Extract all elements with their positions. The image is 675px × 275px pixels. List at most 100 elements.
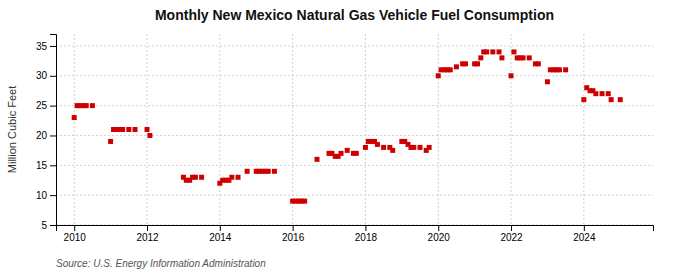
- point: [593, 91, 598, 96]
- point: [581, 97, 586, 102]
- y-grid-line: [56, 45, 653, 46]
- point: [375, 142, 380, 147]
- x-axis: 2010 2012 2014 2016 2018 2020 2022 2024: [57, 225, 654, 243]
- point: [132, 127, 137, 132]
- x-tick-mark: [511, 225, 512, 231]
- y-axis-line: [50, 35, 57, 226]
- y-tick-label: 30: [36, 70, 48, 81]
- x-tick-mark: [584, 225, 585, 231]
- y-grid-line: [56, 165, 653, 166]
- x-grid-line: [583, 34, 584, 225]
- point: [484, 49, 489, 54]
- x-tick: 2016: [282, 225, 305, 243]
- point: [563, 67, 568, 72]
- point: [609, 97, 614, 102]
- point: [108, 139, 113, 144]
- y-tick-label: 5: [41, 220, 47, 231]
- point: [490, 49, 495, 54]
- points: [72, 49, 623, 203]
- point: [266, 169, 271, 174]
- x-tick-label: 2022: [500, 232, 523, 243]
- y-grid-line: [56, 195, 653, 196]
- source: Source: U.S. Energy Information Administ…: [56, 258, 266, 269]
- point: [72, 115, 77, 120]
- point: [199, 175, 204, 180]
- plot: 2010 2012 2014 2016 2018 2020 2022 2024 5 10 15 20 2…: [36, 34, 654, 243]
- y-tick: 35: [36, 41, 56, 52]
- point: [272, 169, 277, 174]
- x-tick-mark: [365, 225, 366, 231]
- point: [606, 91, 611, 96]
- point: [454, 64, 459, 69]
- grid: [56, 34, 653, 225]
- y-grid-line: [56, 135, 653, 136]
- y-tick-mark: [50, 225, 56, 226]
- x-tick-label: 2016: [282, 232, 305, 243]
- x-grid-line: [438, 34, 439, 225]
- x-tick-label: 2018: [355, 232, 378, 243]
- point: [354, 151, 359, 156]
- x-tick: 2024: [573, 225, 596, 243]
- y-tick: 20: [36, 130, 56, 141]
- point: [618, 97, 623, 102]
- point: [345, 148, 350, 153]
- x-grid-line: [219, 34, 220, 225]
- x-tick-mark: [220, 225, 221, 231]
- x-tick-label: 2012: [136, 232, 159, 243]
- point: [236, 175, 241, 180]
- y-tick: 10: [36, 190, 56, 201]
- x-tick-mark: [438, 225, 439, 231]
- point: [497, 49, 502, 54]
- x-tick-mark: [74, 225, 75, 231]
- point: [229, 175, 234, 180]
- x-tick: 2014: [209, 225, 232, 243]
- y-tick-mark: [50, 46, 56, 47]
- point: [463, 61, 468, 66]
- point: [145, 127, 150, 132]
- y-tick: 5: [41, 220, 56, 231]
- y-tick-mark: [50, 106, 56, 107]
- y-tick-mark: [50, 165, 56, 166]
- y-tick-label: 35: [36, 41, 48, 52]
- point: [521, 55, 526, 60]
- y-tick-label: 20: [36, 130, 48, 141]
- point: [390, 148, 395, 153]
- x-grid-line: [74, 34, 75, 225]
- point: [363, 145, 368, 150]
- x-tick: 2012: [136, 225, 159, 243]
- point: [527, 55, 532, 60]
- point: [339, 151, 344, 156]
- y-tick-label: 25: [36, 100, 48, 111]
- y-axis-title: Million Cubic Feet: [6, 86, 18, 173]
- point: [90, 103, 95, 108]
- point: [545, 79, 550, 84]
- point: [536, 61, 541, 66]
- point: [511, 49, 516, 54]
- x-tick: 2010: [64, 225, 87, 243]
- point: [126, 127, 131, 132]
- y-tick-mark: [50, 76, 56, 77]
- x-tick: 2022: [500, 225, 523, 243]
- point: [478, 55, 483, 60]
- y-tick-mark: [50, 135, 56, 136]
- point: [475, 61, 480, 66]
- y-tick: 15: [36, 160, 56, 171]
- point: [245, 169, 250, 174]
- y-tick: 30: [36, 70, 56, 81]
- point: [418, 145, 423, 150]
- x-tick-label: 2020: [428, 232, 451, 243]
- y-tick-label: 10: [36, 190, 48, 201]
- point: [120, 127, 125, 132]
- point: [381, 145, 386, 150]
- y-grid-line: [56, 75, 653, 76]
- x-tick-label: 2010: [64, 232, 87, 243]
- point: [147, 133, 152, 138]
- y-tick-label: 15: [36, 160, 48, 171]
- y-tick-mark: [50, 195, 56, 196]
- x-tick-label: 2024: [573, 232, 596, 243]
- y-tick: 25: [36, 100, 56, 111]
- y-axis: 5 10 15 20 25 30 35: [36, 35, 57, 231]
- point: [600, 91, 605, 96]
- x-tick-mark: [147, 225, 148, 231]
- x-tick: 2018: [355, 225, 378, 243]
